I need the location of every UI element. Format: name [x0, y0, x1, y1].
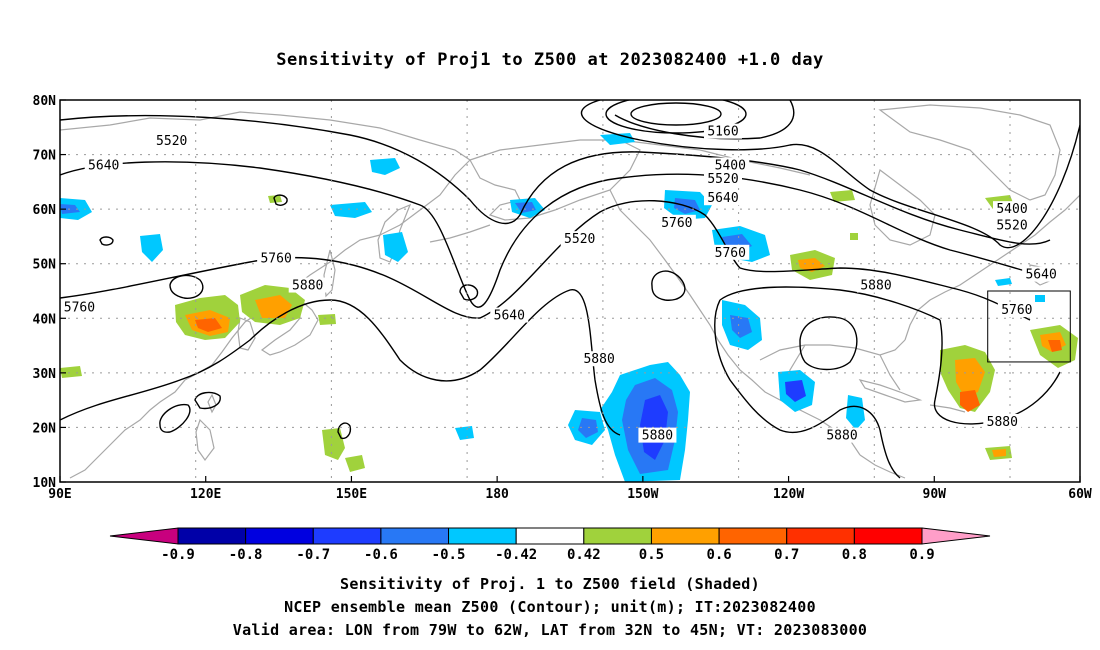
colorbar-swatch — [177, 527, 247, 545]
colorbar-label: -0.9 — [161, 547, 195, 563]
lon-tick-label: 120W — [773, 487, 804, 502]
colorbar-swatch — [650, 527, 720, 545]
contour-label: 5520 — [996, 219, 1027, 234]
colorbar-label: -0.7 — [296, 547, 330, 563]
colorbar-label: 0.5 — [639, 547, 664, 563]
lon-tick-label: 180 — [485, 487, 509, 502]
contour-label: 5880 — [583, 352, 614, 367]
lon-tick-label: 150W — [627, 487, 658, 502]
lat-tick-label: 80N — [33, 94, 57, 109]
lon-axis: 90E 120E 150E 180 150W 120W 90W 60W — [48, 476, 1092, 502]
colorbar-label: 0.9 — [909, 547, 934, 563]
contour-label: 5880 — [826, 429, 857, 444]
contour-label-bg — [997, 302, 1036, 318]
colorbar-label: 0.8 — [842, 547, 867, 563]
lat-tick-label: 40N — [33, 312, 57, 327]
colorbar-label: -0.8 — [229, 547, 263, 563]
lon-tick-label: 150E — [336, 487, 367, 502]
lat-tick-label: 20N — [33, 421, 57, 436]
lon-tick-label: 90W — [923, 487, 947, 502]
contour-label-bg — [704, 190, 742, 206]
colorbar-swatch — [245, 527, 314, 545]
contour-label-bg — [993, 201, 1031, 217]
contour-label: 5760 — [64, 300, 95, 315]
colorbar-label: 0.42 — [567, 547, 601, 563]
colorbar-label: 0.7 — [774, 547, 799, 563]
colorbar: -0.9 -0.8 -0.7 -0.6 -0.5 -0.42 0.42 0.5 0.6 0.7 0.… — [109, 527, 991, 563]
colorbar-lower-arrow — [109, 527, 179, 545]
colorbar-swatch — [718, 527, 788, 545]
lat-axis: 10N 20N 30N 40N 50N 60N 70N 80N — [33, 94, 66, 491]
lon-tick-label: 60W — [1068, 487, 1092, 502]
contour-label-bg — [490, 307, 529, 323]
contour-label-bg — [857, 277, 895, 293]
colorbar-swatch — [448, 527, 517, 545]
colorbar-swatch — [786, 527, 855, 545]
caption-contour: NCEP ensemble mean Z500 (Contour); unit(… — [284, 598, 816, 616]
contour-label-bg — [983, 413, 1022, 429]
contour-label: 5760 — [661, 216, 692, 231]
lat-tick-label: 10N — [33, 476, 57, 491]
contour-label-bg — [152, 132, 191, 148]
contour-label: 5520 — [707, 172, 738, 187]
contour-label: 5520 — [156, 134, 187, 149]
contour-labels: 5160540055205640576057605520564055205760… — [60, 123, 1061, 444]
contour-label: 5760 — [715, 246, 746, 261]
contour-label-bg — [60, 299, 99, 315]
contour-label: 5880 — [292, 279, 323, 294]
contour-label-bg — [257, 250, 296, 266]
contour-label: 5880 — [987, 415, 1018, 430]
colorbar-swatch — [380, 527, 450, 545]
contour-label-bg — [711, 244, 750, 260]
lon-tick-label: 120E — [190, 487, 221, 502]
caption-valid-area: Valid area: LON from 79W to 62W, LAT fro… — [232, 621, 868, 639]
colorbar-swatch — [515, 527, 585, 545]
contour-label-bg — [711, 157, 750, 173]
contour-label: 5400 — [996, 202, 1027, 217]
lat-tick-label: 50N — [33, 258, 57, 273]
colorbar-upper-arrow — [921, 527, 991, 545]
valid-area-box — [987, 290, 1071, 363]
colorbar-label: -0.6 — [364, 547, 398, 563]
z500-contours — [60, 100, 1080, 479]
coastlines — [60, 104, 1080, 479]
lat-tick-label: 30N — [33, 367, 57, 382]
colorbar-swatch — [312, 527, 382, 545]
lat-tick-label: 60N — [33, 203, 57, 218]
colorbar-label: -0.42 — [495, 547, 537, 563]
contour-label: 5880 — [642, 429, 673, 444]
contour-label-bg — [638, 427, 677, 443]
map-title: Sensitivity of Proj1 to Z500 at 20230824… — [276, 50, 824, 70]
contour-label: 5640 — [88, 158, 119, 173]
colorbar-swatch — [853, 527, 923, 545]
contour-label: 5640 — [707, 191, 738, 206]
contour-label-bg — [288, 277, 327, 293]
contour-label-bg — [993, 217, 1031, 233]
contour-label-bg — [560, 231, 599, 247]
colorbar-label: -0.5 — [432, 547, 466, 563]
lon-tick-label: 90E — [48, 487, 71, 502]
contour-label-bg — [823, 427, 861, 443]
contour-label: 5760 — [260, 251, 291, 266]
contour-label: 5400 — [715, 158, 746, 173]
contour-label-bg — [704, 171, 742, 187]
lat-tick-label: 70N — [33, 149, 57, 164]
lat-lon-grid — [60, 100, 1080, 482]
contour-label: 5760 — [1001, 303, 1032, 318]
contour-label: 5640 — [494, 309, 525, 324]
contour-label: 5880 — [860, 279, 891, 294]
contour-label-bg — [1022, 266, 1061, 282]
contour-label-bg — [704, 123, 742, 139]
contour-label-bg — [84, 157, 123, 173]
caption-shaded: Sensitivity of Proj. 1 to Z500 field (Sh… — [340, 575, 760, 593]
colorbar-swatch — [583, 527, 652, 545]
contour-label-bg — [580, 351, 619, 367]
colorbar-label: 0.6 — [706, 547, 731, 563]
map-frame — [59, 99, 1081, 483]
contour-label: 5160 — [707, 125, 738, 140]
contour-label-bg — [657, 214, 696, 230]
contour-label: 5640 — [1025, 268, 1056, 283]
contour-label: 5520 — [564, 232, 595, 247]
